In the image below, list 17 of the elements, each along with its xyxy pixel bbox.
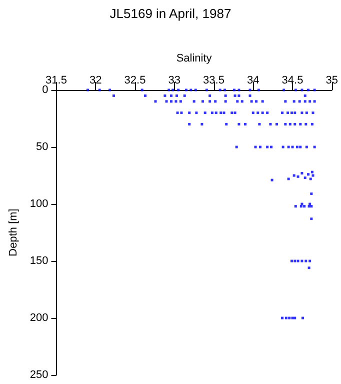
x-tick-label: 33.5 [203,74,224,86]
y-axis-title: Depth [m] [8,208,20,256]
x-tick-label: 35 [326,74,338,86]
x-tick-label: 34.5 [282,74,304,86]
y-tick-label: 0 [42,84,48,96]
x-tick-label: 33 [168,74,181,86]
y-tick-label: 50 [36,141,48,153]
y-tick-label: 250 [30,369,48,381]
x-tick-label: 32 [90,74,102,86]
y-tick-label: 200 [30,312,48,324]
x-axis-title: Salinity [176,52,212,64]
y-tick-label: 150 [30,255,48,267]
x-tick-label: 34 [247,74,260,86]
x-tick-label: 32.5 [124,74,146,86]
y-tick-label: 100 [30,198,48,210]
x-tick-label: 31.5 [46,74,67,86]
chart-title: JL5169 in April, 1987 [110,6,232,21]
